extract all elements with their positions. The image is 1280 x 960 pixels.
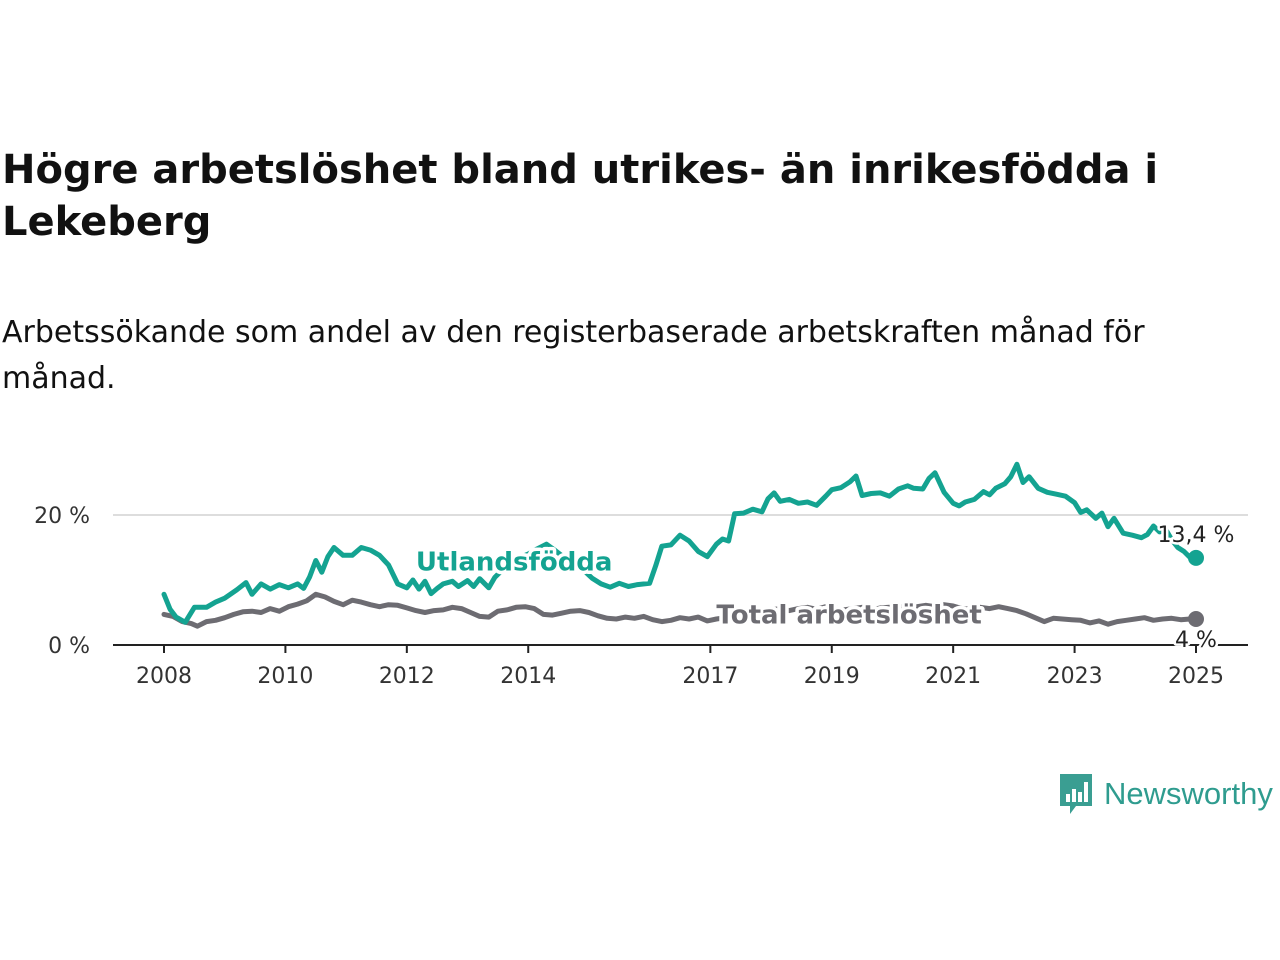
x-tick-label: 2019 — [804, 664, 860, 689]
series-end-dot — [1188, 611, 1204, 627]
series-labels: Utlandsfödda Total arbetslöshet 13,4 % 4 % — [412, 520, 1237, 655]
chart-title: Högre arbetslöshet bland utrikes- än inr… — [2, 147, 1159, 245]
series-lines — [161, 461, 1204, 629]
x-tick-label: 2025 — [1168, 664, 1224, 689]
x-axis-ticks: 2008 2010 2012 2014 2017 2019 2021 2023 2025 — [136, 645, 1224, 689]
series-end-label: 4 % — [1175, 628, 1217, 653]
x-tick-label: 2014 — [500, 664, 556, 689]
series-end-dot — [1188, 549, 1204, 566]
brand-name: Newsworthy — [1104, 776, 1273, 811]
series-end-label: 13,4 % — [1158, 523, 1235, 548]
x-tick-label: 2021 — [925, 664, 981, 689]
y-tick-label: 20 % — [34, 504, 90, 529]
newsworthy-logo-icon — [1060, 774, 1092, 814]
series-line-total — [161, 591, 1199, 629]
x-tick-label: 2017 — [682, 664, 738, 689]
y-axis-ticks: 0 % 20 % — [34, 504, 90, 659]
x-tick-label: 2012 — [379, 664, 435, 689]
newsworthy-brand: Newsworthy — [1058, 772, 1273, 816]
chart-subtitle: Arbetssökande som andel av den registerb… — [2, 315, 1145, 396]
y-tick-label: 0 % — [48, 634, 90, 659]
series-name-label: Utlandsfödda — [416, 547, 613, 577]
series-name-label: Total arbetslöshet — [716, 601, 981, 631]
line-chart: 0 % 20 % 2008 2010 2012 2014 2017 2019 2021 2023… — [34, 461, 1248, 689]
x-tick-label: 2010 — [257, 664, 313, 689]
series-line-utlandsfodda — [161, 461, 1199, 625]
x-tick-label: 2023 — [1047, 664, 1103, 689]
x-tick-label: 2008 — [136, 664, 192, 689]
